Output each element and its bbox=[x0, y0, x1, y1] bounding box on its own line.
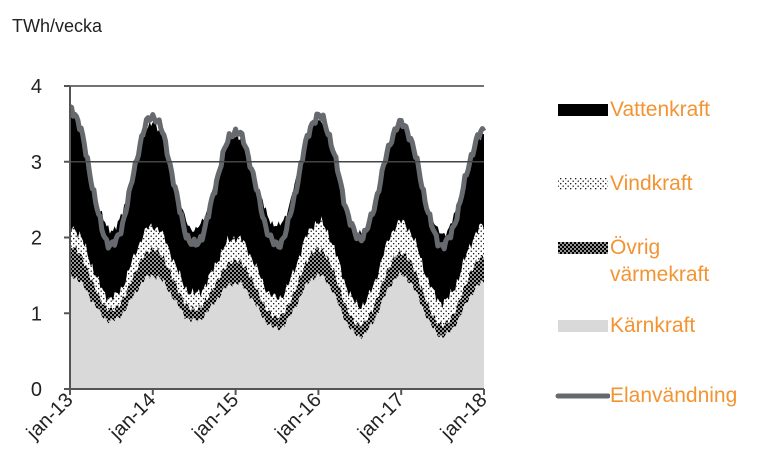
area-vindkraft bbox=[70, 216, 484, 329]
area-karnkraft bbox=[70, 271, 484, 389]
axes bbox=[64, 85, 485, 395]
legend-swatch-vattenkraft bbox=[558, 104, 608, 116]
y-tick-label-0: 0 bbox=[31, 379, 42, 401]
y-tick-label-4: 4 bbox=[31, 76, 42, 98]
legend-label-ovrig-varmekraft: Övrig värmekraft bbox=[610, 236, 710, 286]
legend-label-karnkraft: Kärnkraft bbox=[610, 314, 696, 337]
legend-swatch-ovrig-varmekraft bbox=[558, 242, 608, 254]
legend-item-elanvandning: Elanvändning bbox=[552, 382, 737, 409]
legend-label-elanvandning: Elanvändning bbox=[610, 384, 738, 407]
y-axis-unit-label: TWh/vecka bbox=[12, 16, 103, 36]
x-tick-label-jan-15: jan-15 bbox=[188, 389, 244, 445]
legend-swatch-vindkraft bbox=[558, 178, 608, 190]
plot-area bbox=[68, 104, 487, 389]
legend-label-vindkraft: Vindkraft bbox=[610, 172, 693, 195]
legend-swatch-elanvandning bbox=[555, 393, 610, 399]
x-tick-label-jan-16: jan-16 bbox=[270, 389, 326, 445]
legend-label-vattenkraft: Vattenkraft bbox=[610, 98, 710, 121]
legend-item-karnkraft: Kärnkraft bbox=[552, 312, 695, 339]
y-tick-label-2: 2 bbox=[31, 228, 42, 250]
legend-item-vattenkraft: Vattenkraft bbox=[552, 96, 710, 123]
x-tick-label-jan-17: jan-17 bbox=[353, 389, 409, 445]
legend-item-vindkraft: Vindkraft bbox=[552, 170, 693, 197]
y-tick-label-1: 1 bbox=[31, 303, 42, 325]
legend-swatch-karnkraft bbox=[558, 320, 608, 332]
area-ovrig-varmekraft bbox=[70, 240, 484, 339]
y-tick-label-3: 3 bbox=[31, 152, 42, 174]
x-tick-label-jan-18: jan-18 bbox=[436, 389, 492, 445]
line-elanvandning bbox=[68, 104, 487, 252]
area-vattenkraft bbox=[70, 110, 484, 309]
legend-item-ovrig-varmekraft: Övrig värmekraft bbox=[552, 234, 740, 288]
x-tick-label-jan-14: jan-14 bbox=[105, 389, 161, 445]
